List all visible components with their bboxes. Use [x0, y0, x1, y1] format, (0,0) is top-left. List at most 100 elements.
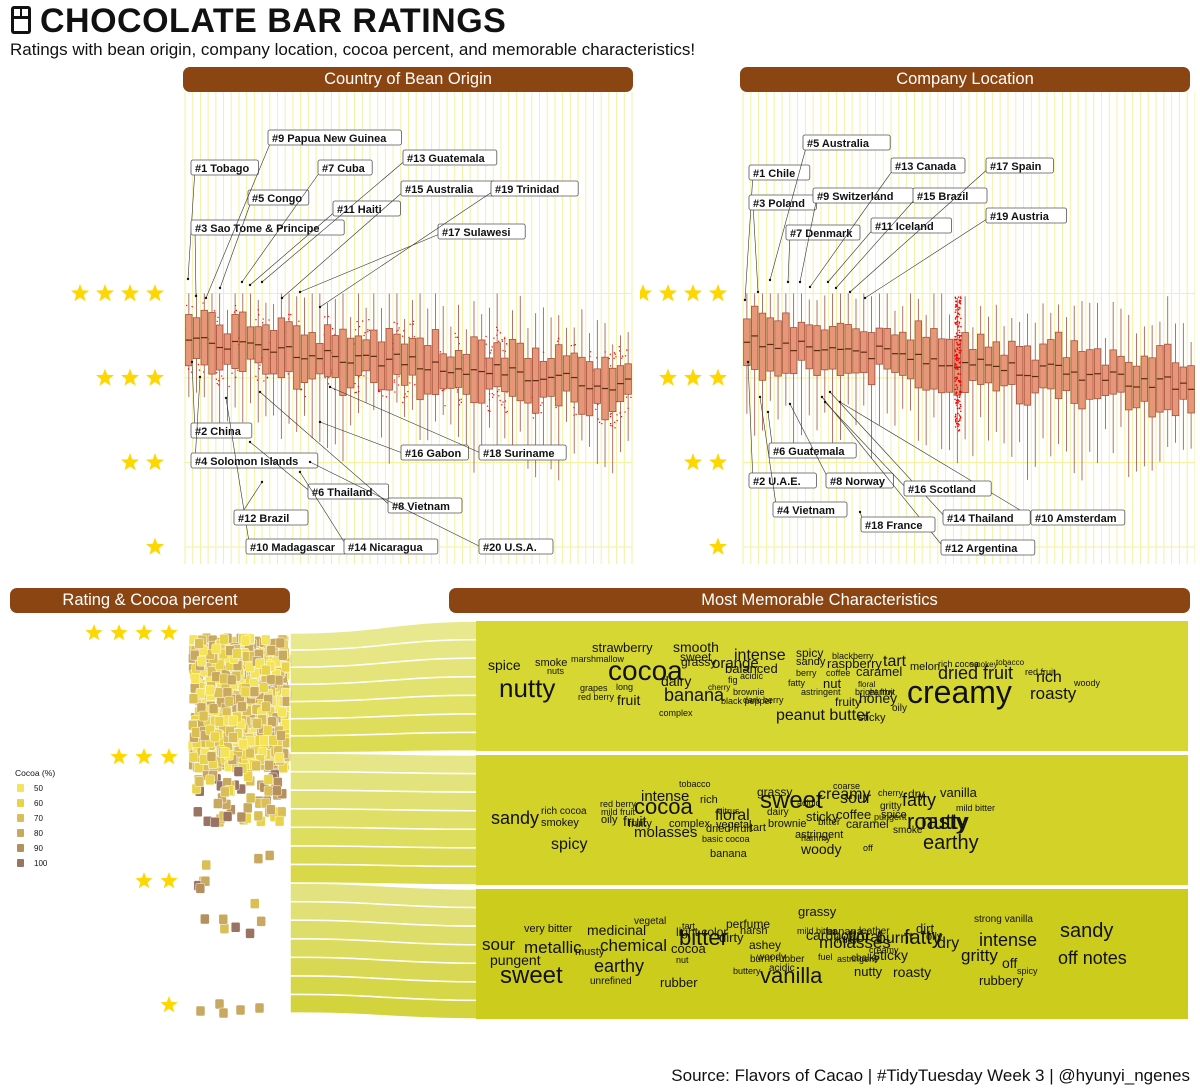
characteristic-word: metallic: [524, 938, 582, 957]
label-box: [267, 129, 402, 146]
cocoa-point: [220, 786, 230, 798]
cocoa-point: [264, 850, 275, 861]
characteristic-word: grapes: [580, 683, 608, 693]
jitter-point: [957, 296, 960, 298]
label-box: [748, 472, 817, 489]
label-box: [802, 134, 891, 151]
jitter-point: [610, 424, 612, 427]
cocoa-point: [240, 635, 251, 646]
jitter-point: [624, 355, 627, 357]
leader-line: [241, 168, 323, 283]
jitter-point: [216, 320, 218, 323]
jitter-point: [957, 312, 960, 314]
cocoa-point: [245, 792, 256, 804]
characteristic-word: smooth: [673, 639, 719, 655]
characteristic-word: spice: [488, 657, 521, 673]
leader-line: [194, 228, 197, 297]
rating-star-icon: [110, 748, 128, 765]
characteristic-word: creamy: [818, 786, 870, 803]
strip-company: Company Location: [740, 67, 1190, 92]
jitter-point: [625, 396, 628, 398]
label-top: #15 Brazil: [912, 187, 988, 204]
characteristic-word: unrefined: [590, 976, 632, 987]
jitter-point: [499, 332, 502, 334]
jitter-point: [958, 361, 960, 364]
label-box: [825, 472, 894, 489]
jitter-point: [958, 308, 960, 310]
jitter-point: [957, 344, 960, 346]
jitter-point: [298, 320, 300, 322]
cocoa-point: [254, 1002, 265, 1014]
flow-ribbon: [289, 770, 479, 793]
jitter-point: [570, 344, 573, 347]
jitter-point: [215, 378, 218, 381]
label-text: #10 Madagascar: [250, 542, 336, 554]
jitter-point: [575, 413, 577, 416]
label-top: #19 Austria: [985, 207, 1067, 224]
rating-star-icon: [659, 368, 677, 386]
jitter-point: [217, 379, 220, 382]
characteristic-word: banana: [664, 685, 725, 705]
jitter-point: [398, 327, 400, 329]
label-text: #5 Australia: [807, 138, 870, 150]
jitter-point: [960, 325, 962, 328]
jitter-point: [255, 375, 257, 378]
characteristic-word: tobacco: [679, 779, 711, 789]
characteristic-word: acidic: [769, 963, 795, 974]
jitter-point: [444, 405, 446, 407]
characteristic-word: off notes: [1058, 948, 1127, 968]
jitter-point: [455, 336, 457, 338]
leader-dot: [204, 296, 208, 300]
leader-line: [835, 196, 918, 289]
jitter-point: [456, 391, 459, 393]
cocoa-point: [268, 735, 278, 746]
label-text: #14 Nicaragua: [348, 542, 423, 554]
jitter-point: [958, 313, 961, 316]
jitter-point: [958, 429, 960, 432]
cocoa-point: [211, 643, 222, 655]
jitter-point: [959, 373, 962, 375]
legend-item: 70: [17, 814, 43, 823]
characteristic-word: oily: [892, 703, 907, 714]
label-bottom: #16 Scotland: [903, 480, 992, 497]
characteristic-word: molasses: [819, 933, 891, 952]
label-text: #14 Thailand: [947, 513, 1014, 525]
label-bottom: #8 Vietnam: [387, 497, 463, 514]
characteristic-word: smokey: [970, 660, 998, 669]
cocoa-point: [194, 776, 205, 787]
source-caption: Source: Flavors of Cacao | #TidyTuesday …: [671, 1066, 1190, 1085]
chocolate-bar-icon: [10, 5, 32, 35]
jitter-point: [954, 388, 957, 391]
characteristic-word: rubber: [660, 975, 698, 990]
characteristic-word: spice: [881, 809, 907, 821]
rating-star-icon: [709, 368, 727, 386]
jitter-point: [960, 334, 962, 337]
characteristic-word: musty: [575, 946, 605, 958]
jitter-point: [958, 396, 961, 399]
label-box: [343, 538, 439, 555]
characteristic-word: long: [616, 682, 633, 692]
characteristic-word: astringent: [795, 829, 843, 841]
origin-boxplot-chart: #1 Tobago #3 Sao Tome & Principe #5 Congo #…: [71, 92, 633, 564]
jitter-point: [959, 384, 962, 387]
jitter-point: [956, 348, 959, 351]
jitter-point: [956, 368, 959, 371]
jitter-point: [957, 359, 960, 361]
label-top: #15 Australia: [400, 180, 496, 197]
leader-line: [281, 189, 406, 299]
cocoa-point: [218, 1007, 229, 1019]
cocoa-point: [214, 716, 225, 727]
jitter-point: [496, 329, 499, 332]
characteristic-word: melon: [910, 661, 940, 673]
jitter-point: [957, 412, 959, 415]
characteristic-word: berry: [796, 668, 817, 678]
characteristic-word: burnt: [877, 930, 914, 947]
characteristic-word: vanilla: [940, 785, 978, 800]
rating-star-icon: [709, 537, 727, 555]
label-text: #18 France: [865, 520, 922, 532]
jitter-point: [502, 349, 504, 352]
label-text: #6 Thailand: [312, 487, 373, 499]
characteristic-word: acidic: [740, 671, 764, 681]
cocoa-point: [266, 645, 277, 656]
characteristic-word: bitter: [679, 925, 728, 950]
